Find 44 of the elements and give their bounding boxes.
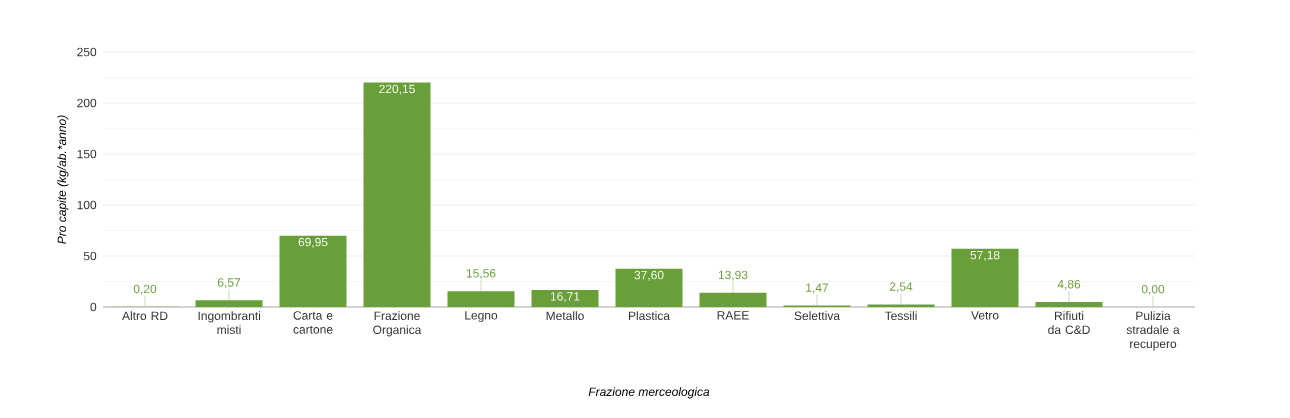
data-label: 220,15 [379,84,415,95]
x-axis-title: Frazione merceologica [588,387,710,399]
bar [951,248,1019,307]
x-tick-label: Pulizia stradale a recupero [1126,311,1180,351]
x-tick-label: Vetro [971,311,999,320]
data-label: 37,60 [634,270,664,281]
x-tick-label: Plastica [628,311,670,321]
data-label: 0,00 [1141,284,1165,295]
data-label: 13,93 [718,270,748,281]
bar [531,289,599,307]
bar [447,291,515,307]
data-label: 16,71 [550,292,580,303]
y-axis-title: Pro capite (kg/ab.*anno) [57,115,69,244]
bar [615,268,683,307]
data-label: 69,95 [298,237,328,248]
y-tick-label: 200 [77,98,97,108]
y-tick-label: 50 [83,251,97,261]
y-tick-label: 150 [77,149,97,159]
data-label: 0,20 [133,284,157,295]
x-tick-label: Metallo [546,311,584,321]
bar [363,82,431,307]
x-tick-label: Tessili [884,311,917,321]
x-tick-label: RAEE [717,311,749,320]
bar [699,292,767,307]
bar [279,235,347,307]
data-label: 2,54 [889,282,913,293]
x-tick-label: Legno [465,311,498,322]
y-tick-label: 100 [77,200,97,210]
data-label: 6,57 [217,278,241,289]
bar [867,304,935,307]
x-tick-label: Frazione Organica [373,311,422,337]
y-tick-label: 250 [77,47,97,57]
bar [1035,302,1103,307]
x-tick-label: Rifiuti da C&D [1048,311,1090,335]
x-tick-label: Altro RD [122,311,168,321]
x-tick-label: Ingombranti misti [198,311,261,335]
data-label: 4,86 [1057,279,1081,290]
data-label: 57,18 [970,250,1000,261]
data-label: 1,47 [806,283,829,294]
data-label: 15,56 [466,269,496,279]
bar [195,300,263,307]
y-tick-label: 0 [90,302,97,312]
x-tick-label: Selettiva [794,311,841,321]
x-tick-label: Carta e cartone [293,311,333,334]
